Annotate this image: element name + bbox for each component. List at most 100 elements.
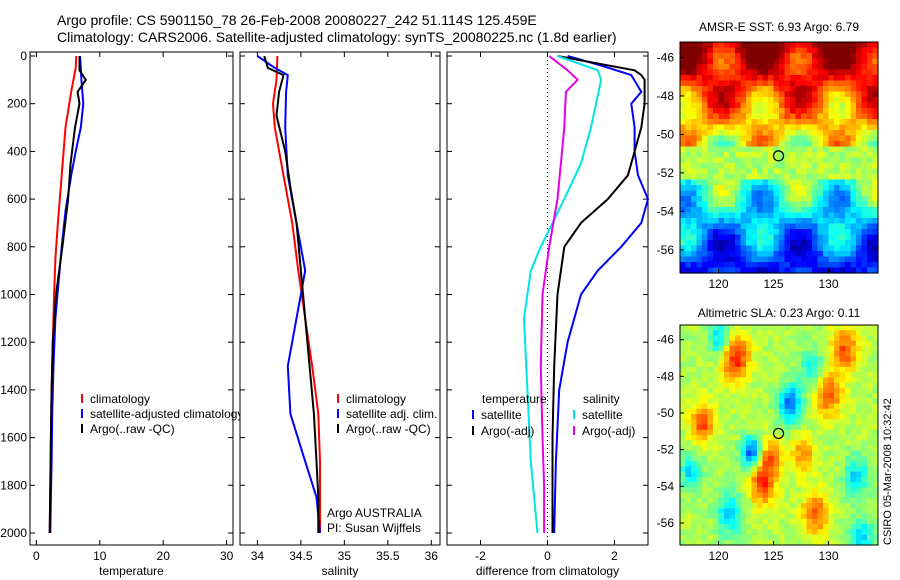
heatmap-cell [806,97,813,104]
heatmap-cell [707,185,714,192]
heatmap-cell [812,466,819,473]
heatmap-cell [784,119,791,126]
heatmap-cell [724,91,731,98]
heatmap-cell [817,534,824,541]
heatmap-cell [729,492,736,499]
heatmap-cell [867,251,874,258]
heatmap-cell [707,69,714,76]
heatmap-cell [801,351,808,358]
heatmap-cell [779,529,786,536]
heatmap-cell [713,424,720,431]
heatmap-cell [685,476,692,483]
heatmap-cell [834,141,841,148]
heatmap-cell [713,207,720,214]
heatmap-cell [707,119,714,126]
heatmap-cell [757,372,764,378]
heatmap-cell [839,91,846,98]
heatmap-cell [861,503,868,509]
heatmap-cell [834,340,841,347]
heatmap-cell [680,251,687,258]
heatmap-cell [790,119,797,126]
heatmap-cell [724,351,731,358]
heatmap-cell [867,69,874,76]
heatmap-cell [784,419,791,426]
heatmap-cell [872,196,879,203]
heatmap-cell [729,518,736,525]
heatmap-cell [696,42,703,49]
heatmap-cell [839,445,846,452]
heatmap-cell [757,497,764,504]
heatmap-cell [740,201,747,208]
heatmap-cell [867,366,874,373]
heatmap-cell [685,508,692,515]
heatmap-cell [872,366,879,373]
heatmap-cell [872,408,879,415]
heatmap-cell [801,108,808,115]
heatmap-cell [757,234,764,241]
heatmap-cell [696,419,703,426]
legend-label: satellite-adjusted climatology [90,407,243,421]
heatmap-cell [768,476,775,483]
heatmap-cell [680,330,687,337]
heatmap-cell [856,408,863,415]
heatmap-cell [768,435,775,441]
heatmap-cell [751,185,758,192]
heatmap-cell [812,508,819,515]
heatmap-cell [828,539,835,546]
heatmap-cell [685,492,692,499]
heatmap-cell [762,366,769,373]
heatmap-cell [790,218,797,225]
heatmap-cell [872,513,879,520]
heatmap-cell [680,69,687,76]
heatmap-cell [713,539,720,546]
heatmap-cell [867,196,874,203]
heatmap-cell [872,335,879,342]
heatmap-cell [735,218,742,225]
heatmap-cell [740,80,747,87]
heatmap-cell [718,196,725,203]
heatmap-cell [812,69,819,76]
heatmap-cell [828,482,835,488]
heatmap-cell [872,361,879,368]
heatmap-cell [751,113,758,120]
heatmap-cell [823,351,830,358]
heatmap-cell [762,529,769,536]
heatmap-cell [729,207,736,214]
heatmap-cell [828,518,835,525]
heatmap-cell [795,445,802,452]
heatmap-cell [861,119,868,126]
heatmap-cell [812,524,819,530]
heatmap-cell [872,445,879,452]
heatmap-cell [762,251,769,258]
heatmap-cell [834,356,841,363]
heatmap-cell [751,141,758,148]
heatmap-cell [746,482,753,488]
heatmap-cell [834,86,841,93]
heatmap-cell [867,229,874,236]
heatmap-cell [773,518,780,525]
heatmap-cell [817,130,824,137]
heatmap-cell [828,497,835,504]
heatmap-cell [724,345,731,352]
heatmap-cell [751,429,758,436]
heatmap-cell [757,435,764,441]
heatmap-cell [762,482,769,488]
heatmap-cell [872,47,879,54]
heatmap-cell [762,330,769,337]
heatmap-cell [718,513,725,520]
heatmap-cell [817,476,824,483]
heatmap-cell [801,80,808,87]
heatmap-cell [872,240,879,247]
heatmap-cell [751,387,758,394]
heatmap-cell [718,146,725,153]
heatmap-cell [718,69,725,76]
heatmap-cell [834,325,841,331]
heatmap-cell [680,414,687,420]
heatmap-cell [867,201,874,208]
heatmap-cell [823,113,830,120]
heatmap-cell [861,366,868,373]
heatmap-cell [823,179,830,186]
heatmap-cell [817,435,824,441]
heatmap-cell [834,119,841,126]
heatmap-cell [828,130,835,137]
